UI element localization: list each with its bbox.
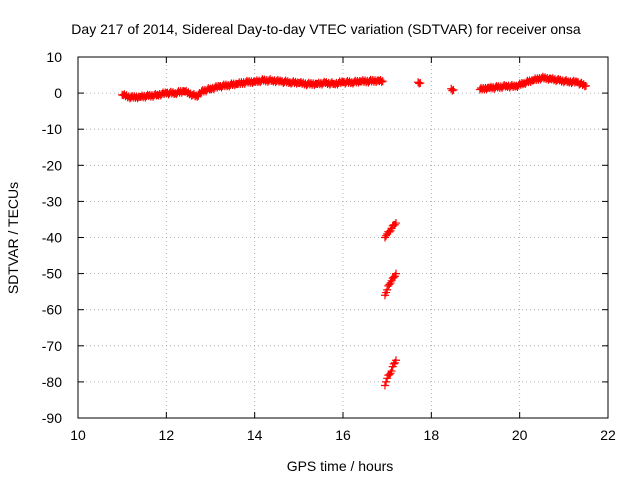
data-point: [380, 381, 389, 390]
y-tick-label: 0: [54, 85, 62, 101]
data-point: [581, 81, 590, 90]
x-tick-label: 12: [159, 427, 175, 443]
data-points: [118, 72, 590, 390]
data-point: [382, 377, 391, 386]
data-point: [390, 220, 399, 229]
data-point: [416, 78, 425, 87]
y-tick-label: -50: [42, 266, 62, 282]
y-tick-label: -60: [42, 302, 62, 318]
y-tick-label: -20: [42, 157, 62, 173]
data-point: [377, 77, 386, 86]
x-tick-label: 18: [424, 427, 440, 443]
y-tick-label: -80: [42, 374, 62, 390]
x-axis-label: GPS time / hours: [287, 458, 394, 474]
x-tick-label: 22: [600, 427, 616, 443]
y-tick-label: -40: [42, 230, 62, 246]
y-tick-label: -70: [42, 338, 62, 354]
data-point: [449, 85, 458, 94]
data-point: [378, 77, 387, 86]
x-tick-label: 14: [247, 427, 263, 443]
y-tick-labels: 10 0 -10 -20 -30 -40 -50 -60 -70 -80 -90: [42, 49, 62, 426]
y-tick-label: -90: [42, 410, 62, 426]
data-point: [387, 367, 396, 376]
chart-title: Day 217 of 2014, Sidereal Day-to-day VTE…: [71, 21, 581, 37]
y-tick-label: 10: [46, 49, 62, 65]
series-sdtvar-drop-3: [380, 356, 400, 390]
data-point: [448, 86, 457, 95]
y-axis-label: SDTVAR / TECUs: [5, 182, 21, 294]
data-point: [392, 269, 400, 278]
data-point: [382, 231, 391, 240]
x-tick-labels: 10 12 14 16 18 20 22: [70, 427, 616, 443]
grid: [78, 57, 608, 418]
series-sdtvar: [118, 72, 590, 103]
x-tick-label: 10: [70, 427, 86, 443]
y-tick-label: -10: [42, 121, 62, 137]
series-sdtvar-drop-1: [380, 219, 400, 242]
data-point: [392, 219, 400, 228]
x-tick-label: 20: [512, 427, 528, 443]
x-tick-label: 16: [335, 427, 351, 443]
y-tick-label: -30: [42, 193, 62, 209]
data-point: [392, 356, 400, 365]
data-point: [383, 285, 392, 294]
plot-frame: [77, 56, 609, 419]
series-sdtvar-drop-2: [380, 269, 400, 300]
